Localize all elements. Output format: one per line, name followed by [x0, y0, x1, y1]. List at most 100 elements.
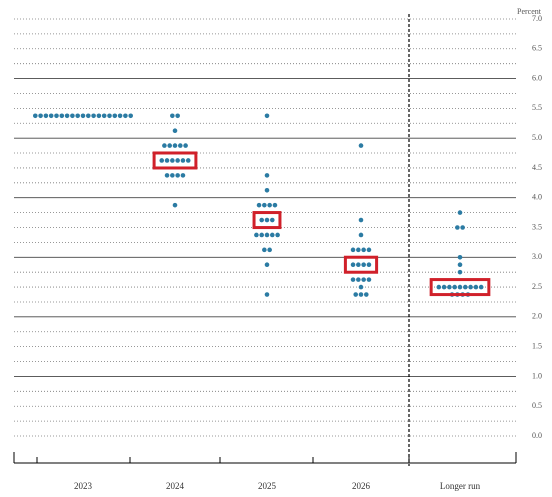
- dot: [358, 143, 364, 148]
- dot: [272, 202, 278, 208]
- dot: [457, 269, 463, 275]
- dot: [478, 284, 484, 290]
- dot: [86, 113, 91, 119]
- dot: [436, 284, 442, 290]
- dot: [356, 277, 361, 282]
- y-tick-label: 3.5: [532, 222, 542, 231]
- dot: [361, 277, 366, 282]
- y-axis-label: Percent: [517, 7, 542, 16]
- dot: [262, 247, 267, 253]
- dot: [117, 113, 123, 119]
- x-tick-label: 2023: [74, 481, 93, 491]
- y-tick-label: 4.0: [532, 193, 542, 202]
- dot: [270, 232, 275, 238]
- y-tick-label: 4.5: [532, 163, 542, 172]
- dot: [33, 113, 38, 119]
- y-tick-label: 0.5: [532, 401, 542, 410]
- dot: [264, 217, 270, 223]
- y-tick-label: 1.0: [532, 371, 542, 380]
- dot: [112, 113, 118, 119]
- dot: [70, 113, 75, 119]
- dot: [172, 202, 178, 208]
- y-tick-label: 6.5: [532, 44, 542, 53]
- dot: [175, 173, 180, 178]
- dot: [358, 217, 364, 223]
- dot: [457, 284, 463, 290]
- dot: [164, 173, 170, 178]
- dot: [178, 143, 183, 148]
- dot: [455, 225, 460, 230]
- dot: [175, 113, 180, 119]
- dot: [159, 158, 165, 163]
- dot: [366, 262, 372, 268]
- dot: [275, 232, 280, 238]
- dot: [358, 284, 364, 290]
- dot: [180, 173, 186, 178]
- dot: [172, 143, 178, 148]
- dot: [167, 143, 172, 148]
- median-box: [252, 211, 282, 230]
- dot: [358, 232, 364, 238]
- x-tick-label: 2025: [258, 481, 277, 491]
- dot: [54, 113, 59, 119]
- dot: [80, 113, 86, 119]
- dot: [170, 173, 175, 178]
- y-tick-label: 7.0: [532, 14, 542, 23]
- dot: [366, 247, 372, 253]
- dot: [457, 210, 463, 215]
- y-tick-label: 1.5: [532, 341, 542, 350]
- x-tick-label: Longer run: [440, 481, 481, 491]
- dot: [185, 158, 191, 163]
- median-box: [343, 255, 379, 274]
- dot: [350, 247, 356, 253]
- dot: [75, 113, 80, 119]
- dot: [162, 143, 167, 148]
- dot: [254, 232, 259, 238]
- median-box: [429, 278, 491, 297]
- dot: [267, 247, 272, 253]
- dot: [38, 113, 43, 119]
- dot: [350, 262, 356, 268]
- dot: [91, 113, 96, 119]
- dot: [361, 247, 366, 253]
- dot: [256, 202, 262, 208]
- dot: [164, 158, 170, 163]
- dot: [96, 113, 102, 119]
- dot: [123, 113, 128, 119]
- dot: [356, 262, 361, 268]
- dot: [43, 113, 49, 119]
- dot: [457, 262, 463, 268]
- dot: [463, 284, 468, 290]
- x-tick-label: 2026: [352, 481, 371, 491]
- dot: [457, 254, 463, 260]
- dot: [183, 143, 188, 148]
- dot: [267, 202, 272, 208]
- dot: [264, 262, 270, 268]
- dot: [64, 113, 70, 119]
- y-tick-label: 0.0: [532, 431, 542, 440]
- dot: [366, 277, 372, 282]
- dot: [447, 284, 452, 290]
- dot: [350, 277, 356, 282]
- dot: [364, 292, 369, 297]
- y-tick-label: 5.5: [532, 103, 542, 112]
- dot: [361, 262, 366, 268]
- dot: [452, 284, 458, 290]
- dot: [59, 113, 65, 119]
- dot: [264, 292, 270, 297]
- dot: [356, 247, 361, 253]
- dot: [358, 292, 364, 297]
- dot: [262, 202, 267, 208]
- median-box: [152, 151, 198, 170]
- dot: [259, 232, 265, 238]
- dot: [468, 284, 473, 290]
- dot: [441, 284, 447, 290]
- dot: [170, 113, 175, 119]
- dot: [353, 292, 359, 297]
- y-tick-label: 2.5: [532, 282, 542, 291]
- y-tick-label: 2.0: [532, 312, 542, 321]
- dot: [473, 284, 479, 290]
- x-tick-label: 2024: [166, 481, 185, 491]
- dot: [264, 173, 270, 178]
- y-tick-label: 3.0: [532, 252, 542, 261]
